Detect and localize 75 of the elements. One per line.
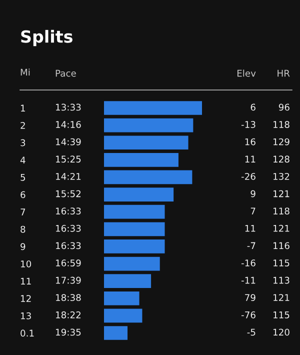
text: -7 <box>247 242 256 249</box>
text: 118 <box>274 208 290 215</box>
text: 121 <box>274 224 290 232</box>
bar <box>104 240 165 254</box>
text: 15:25 <box>56 156 81 163</box>
y-tick-label: 11 <box>21 278 31 285</box>
text: -76 <box>241 311 256 318</box>
text: 16:59 <box>56 259 81 266</box>
text: 16:33 <box>56 224 81 232</box>
y-tick-label: 9 <box>20 243 26 250</box>
text: 113 <box>274 276 290 284</box>
text: 121 <box>274 294 290 301</box>
y-tick-label: 7 <box>20 208 26 216</box>
text: 11 <box>245 156 256 162</box>
text: -16 <box>241 259 256 266</box>
y-tick-label: 13 <box>21 312 31 320</box>
text: -26 <box>241 172 256 180</box>
text: 16 <box>245 138 256 146</box>
chart-title: Splits <box>21 30 72 46</box>
text: 121 <box>274 190 290 198</box>
text: 16:33 <box>56 242 81 250</box>
text: 118 <box>274 121 290 128</box>
text: 18:38 <box>56 294 81 302</box>
text: -11 <box>241 276 256 284</box>
y-axis-title: Mi <box>20 68 30 76</box>
text: 79 <box>245 294 256 302</box>
bar <box>104 101 202 115</box>
text: 14:16 <box>56 121 81 128</box>
bar <box>104 308 142 323</box>
text: 115 <box>274 312 290 318</box>
bar <box>104 204 165 219</box>
y-tick-label: 8 <box>20 226 26 233</box>
bar <box>104 118 194 132</box>
category-label: Pace <box>56 70 76 77</box>
bar <box>104 274 152 288</box>
text: 129 <box>274 138 290 146</box>
text: 9 <box>250 190 256 198</box>
y-tick-label: 3 <box>20 139 26 146</box>
text: 15:52 <box>56 190 80 198</box>
text: 128 <box>274 156 290 163</box>
text: 120 <box>274 328 290 336</box>
text: 19:35 <box>56 328 81 336</box>
text: 18:22 <box>56 311 80 318</box>
bar <box>104 170 192 184</box>
bar <box>104 153 178 167</box>
y-tick-label: 12 <box>21 295 31 302</box>
y-tick-label: 6 <box>20 191 26 198</box>
text: 13:33 <box>56 104 81 111</box>
text: 17:39 <box>56 276 81 284</box>
text: 14:39 <box>56 138 81 146</box>
y-tick-label: 2 <box>20 122 25 129</box>
category-label: Elev <box>237 70 256 77</box>
y-tick-label: 5 <box>20 174 26 181</box>
bar <box>104 188 174 202</box>
text: 14:21 <box>56 172 81 180</box>
category-label: HR <box>278 70 290 77</box>
bar <box>104 291 140 306</box>
text: 6 <box>250 104 256 111</box>
bar <box>104 256 160 271</box>
bar <box>104 136 188 150</box>
text: 115 <box>274 260 290 266</box>
y-tick-label: 0.1 <box>20 330 34 337</box>
text: -5 <box>247 328 256 336</box>
bar <box>104 222 165 236</box>
text: 11 <box>245 225 256 232</box>
bar <box>104 326 128 340</box>
text: 96 <box>278 104 290 111</box>
text: 16:33 <box>56 208 81 215</box>
text: 7 <box>250 208 256 214</box>
y-tick-label: 1 <box>21 104 25 112</box>
text: 116 <box>274 242 290 250</box>
y-tick-label: 4 <box>20 156 26 164</box>
text: 132 <box>274 172 290 180</box>
text: -13 <box>241 121 256 128</box>
y-tick-label: 10 <box>21 260 32 268</box>
